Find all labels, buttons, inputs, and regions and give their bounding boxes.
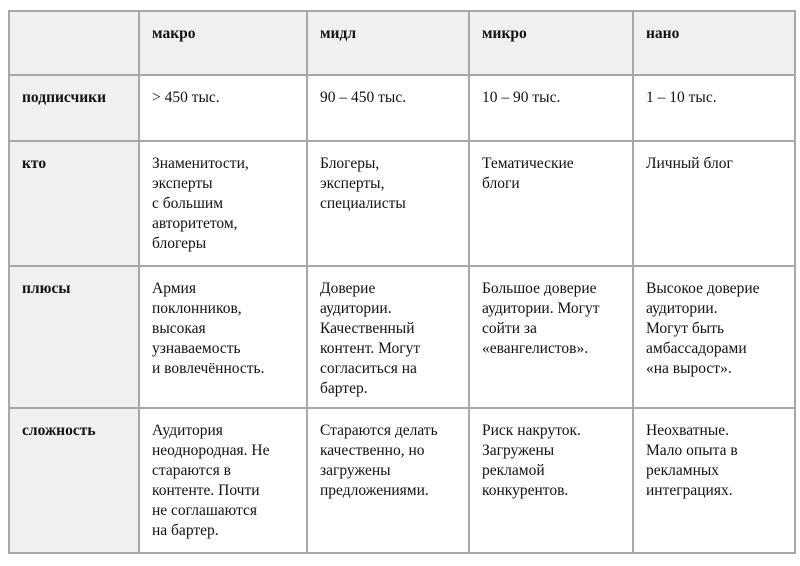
col-header-macro: макро: [138, 10, 308, 76]
cell-pros-midl: Доверие аудитории. Качественный контент.…: [306, 265, 470, 409]
cell-pros-macro: Армия поклонников, высокая узнаваемость …: [138, 265, 308, 409]
cell-who-midl: Блогеры, эксперты, специалисты: [306, 140, 470, 267]
row-header-pros: плюсы: [8, 265, 140, 409]
cell-subscribers-nano: 1 – 10 тыс.: [632, 74, 796, 142]
col-header-midl: мидл: [306, 10, 470, 76]
col-header-nano: нано: [632, 10, 796, 76]
table-row-who: кто Знаменитости, эксперты с большим авт…: [8, 140, 796, 267]
cell-subscribers-macro: > 450 тыс.: [138, 74, 308, 142]
row-header-difficulty: сложность: [8, 407, 140, 554]
row-header-who: кто: [8, 140, 140, 267]
blogger-tiers-table: макро мидл микро нано подписчики > 450 т…: [8, 10, 796, 554]
cell-difficulty-midl: Стараются делать качественно, но загруже…: [306, 407, 470, 554]
table-row-pros: плюсы Армия поклонников, высокая узнавае…: [8, 265, 796, 409]
cell-subscribers-micro: 10 – 90 тыс.: [468, 74, 634, 142]
col-header-micro: микро: [468, 10, 634, 76]
cell-who-nano: Личный блог: [632, 140, 796, 267]
cell-pros-micro: Большое доверие аудитории. Могут сойти з…: [468, 265, 634, 409]
cell-who-micro: Тематические блоги: [468, 140, 634, 267]
table-row-subscribers: подписчики > 450 тыс. 90 – 450 тыс. 10 –…: [8, 74, 796, 142]
cell-who-macro: Знаменитости, эксперты с большим авторит…: [138, 140, 308, 267]
cell-difficulty-nano: Неохватные. Мало опыта в рекламных интег…: [632, 407, 796, 554]
row-header-subscribers: подписчики: [8, 74, 140, 142]
header-row: макро мидл микро нано: [8, 10, 796, 76]
corner-cell: [8, 10, 140, 76]
cell-pros-nano: Высокое доверие аудитории. Могут быть ам…: [632, 265, 796, 409]
cell-difficulty-macro: Аудитория неоднородная. Не стараются в к…: [138, 407, 308, 554]
table-row-difficulty: сложность Аудитория неоднородная. Не ста…: [8, 407, 796, 554]
cell-difficulty-micro: Риск накруток. Загружены рекламой конкур…: [468, 407, 634, 554]
cell-subscribers-midl: 90 – 450 тыс.: [306, 74, 470, 142]
